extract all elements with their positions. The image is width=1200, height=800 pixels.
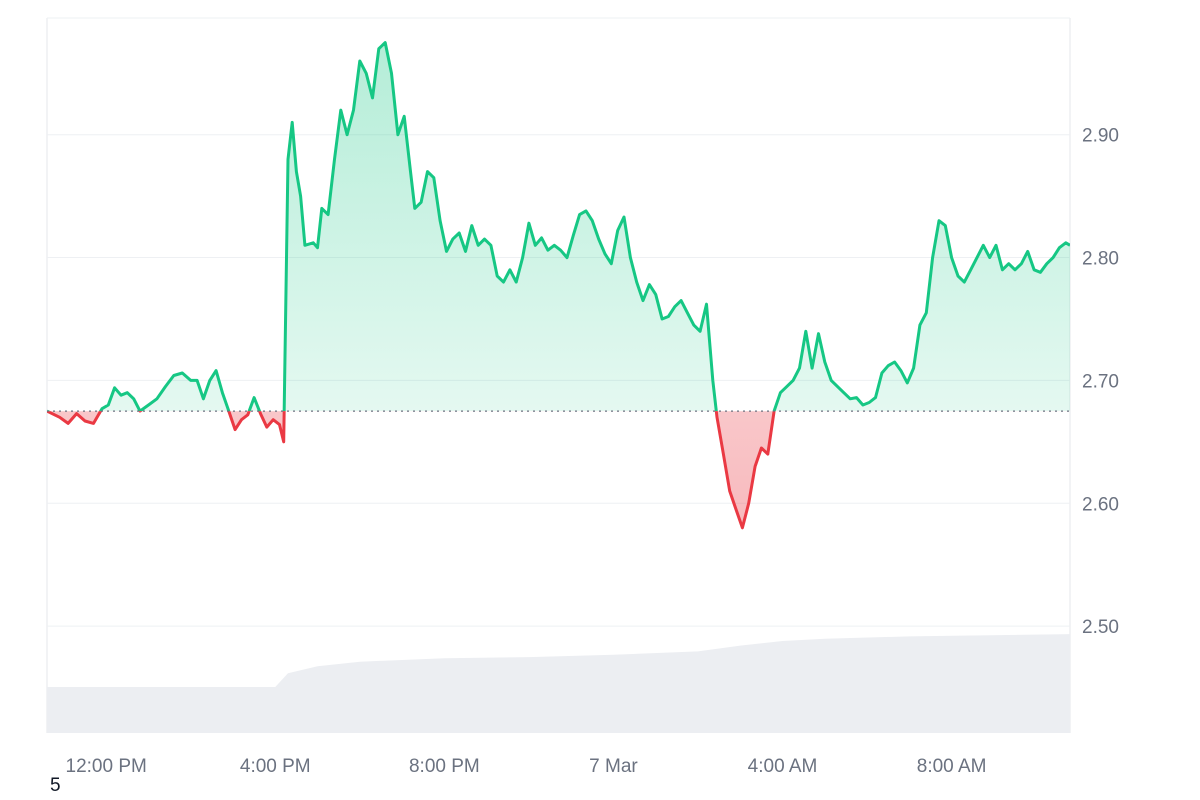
x-tick-label: 8:00 AM: [917, 756, 987, 777]
x-tick-label: 8:00 PM: [409, 756, 480, 777]
y-tick-label: 2.70: [1082, 371, 1119, 392]
y-tick-label: 2.60: [1082, 494, 1119, 515]
y-axis: 2.50 2.60 2.70 2.80 2.90: [1082, 126, 1119, 638]
x-tick-label: 4:00 AM: [748, 756, 818, 777]
price-line-up: [47, 41, 1070, 412]
x-tick-label: 4:00 PM: [240, 756, 311, 777]
area-above-baseline: [47, 42, 1070, 412]
y-tick-label: 2.50: [1082, 617, 1119, 638]
volume-fill: [47, 634, 1070, 733]
price-line: [47, 41, 1070, 530]
volume-area: [47, 634, 1070, 733]
price-line-down: [47, 411, 776, 530]
x-axis: 12:00 PM 4:00 PM 8:00 PM 7 Mar 4:00 AM 8:00 A…: [66, 756, 987, 777]
y-tick-label: 2.80: [1082, 249, 1119, 270]
corner-label: 5: [50, 775, 61, 796]
x-tick-label: 12:00 PM: [66, 756, 147, 777]
x-tick-label: 7 Mar: [589, 756, 638, 777]
price-area-fill: [47, 42, 1070, 528]
y-tick-label: 2.90: [1082, 126, 1119, 147]
